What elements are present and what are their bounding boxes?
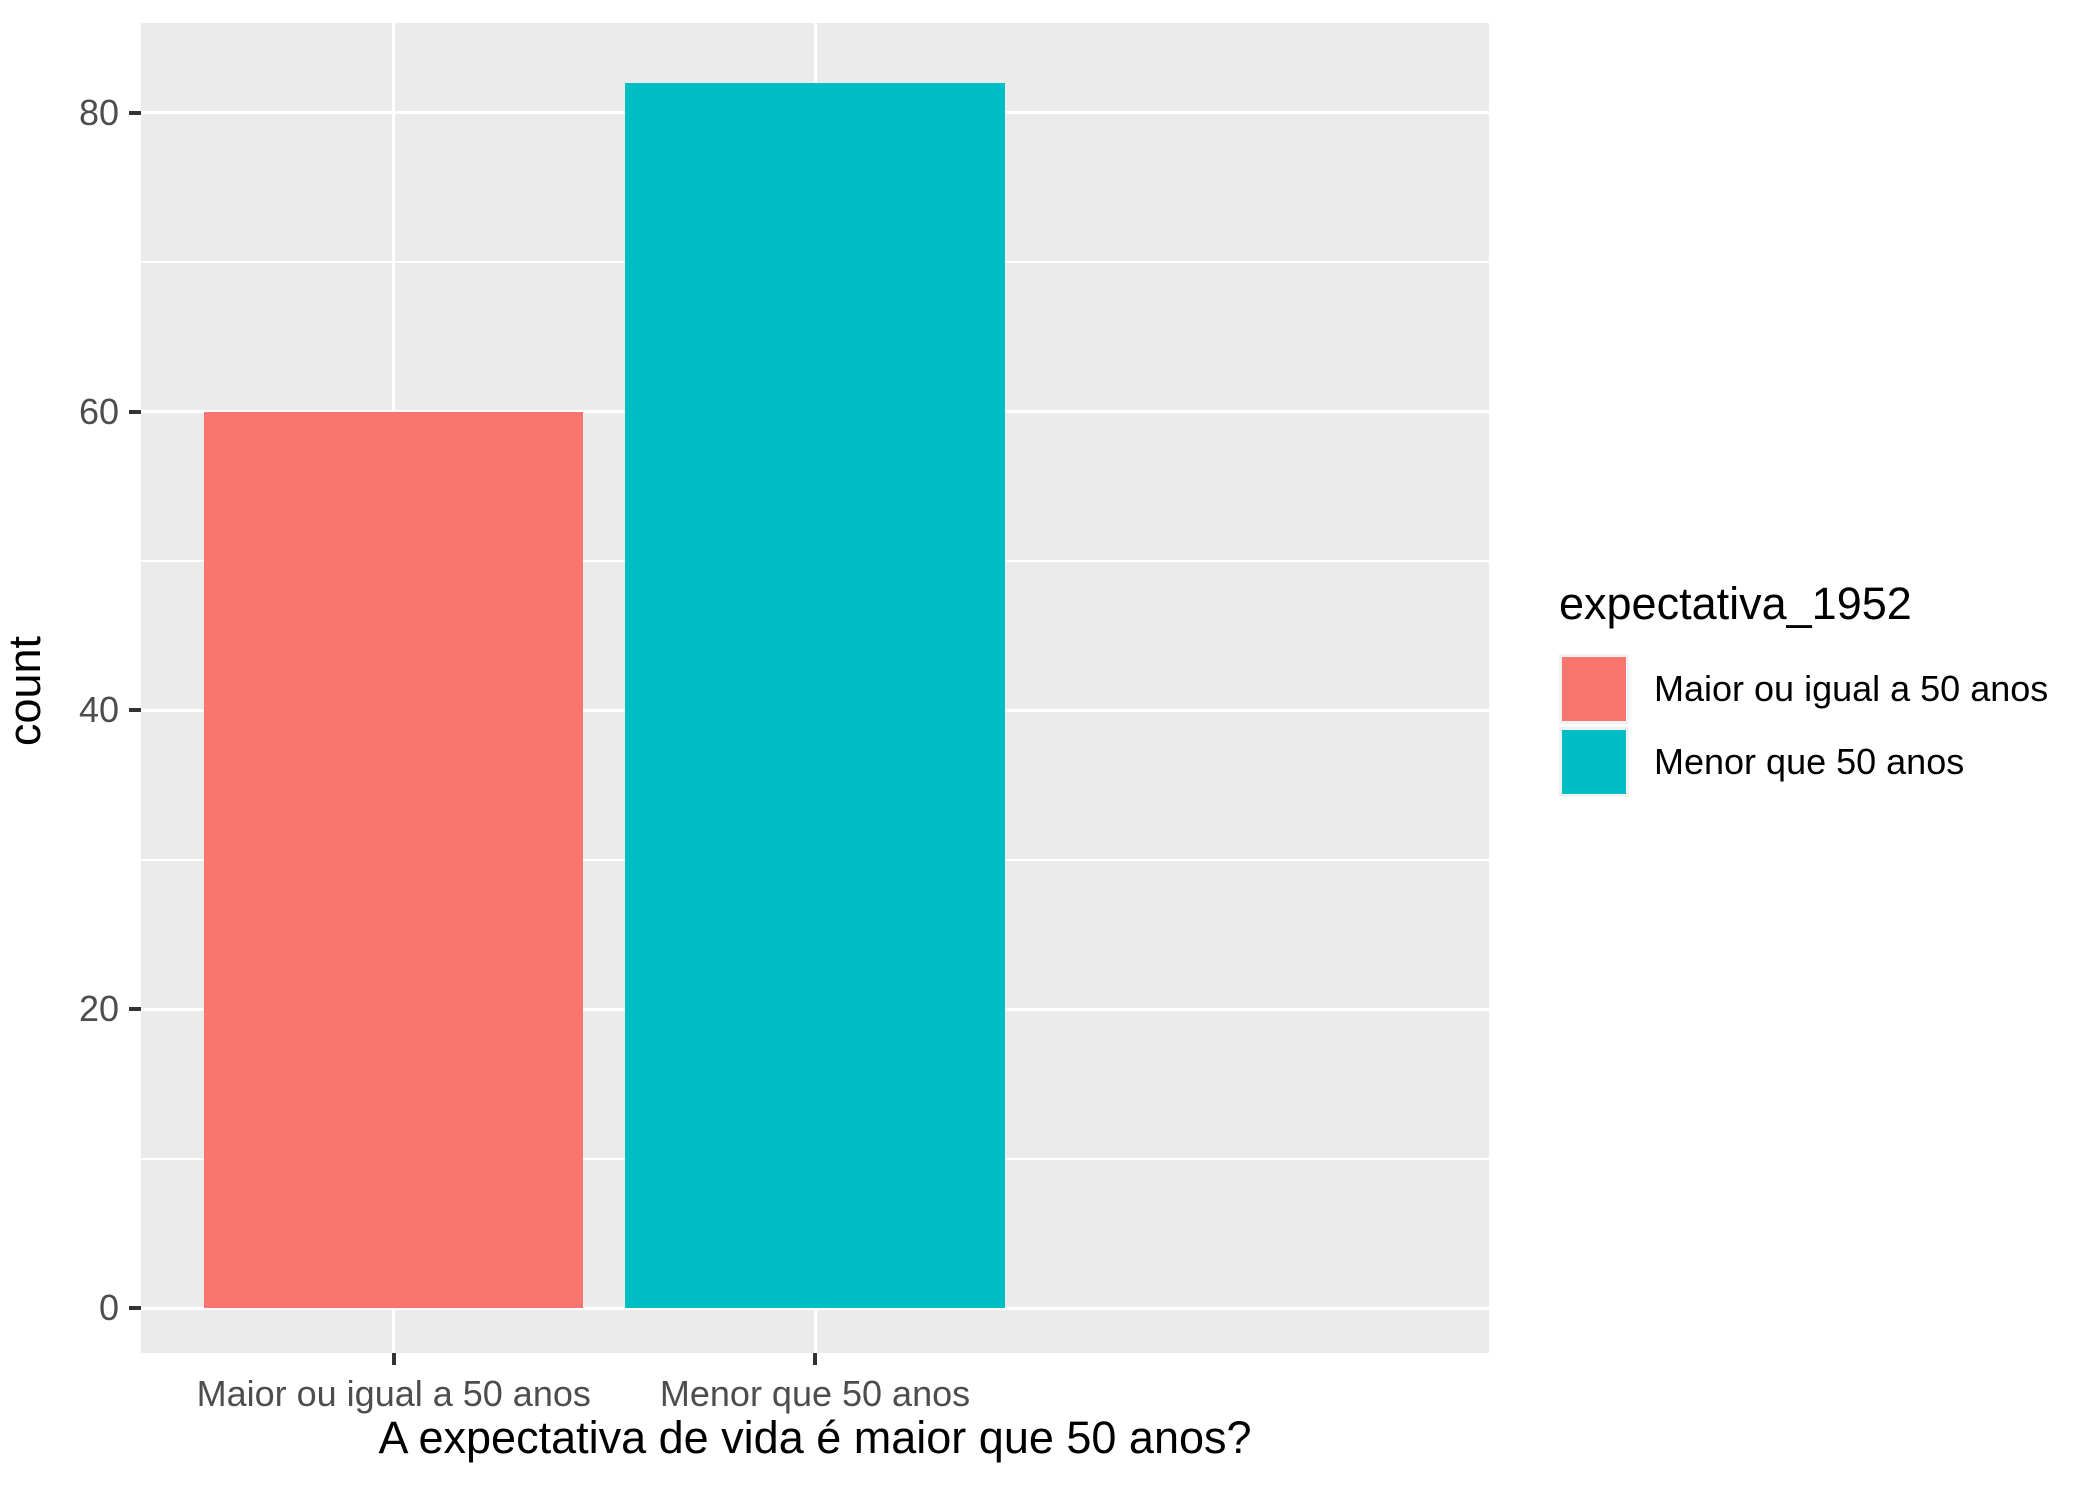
x-tick-mark [391,1353,396,1365]
y-tick-mark [129,1306,141,1311]
legend-key [1559,654,1629,724]
legend-key [1559,727,1629,797]
legend-swatch-red [1562,657,1626,721]
plot-panel [141,23,1489,1353]
bar [625,82,1005,1309]
x-tick-mark [813,1353,817,1365]
y-tick-mark [129,1007,141,1012]
legend-item: Menor que 50 anos [1559,727,2048,797]
y-tick-mark [129,409,141,414]
x-axis-title: A expectativa de vida é maior que 50 ano… [378,1412,1252,1463]
y-tick-mark [129,708,141,713]
legend-title: expectativa_1952 [1559,578,1912,629]
y-tick-mark [129,110,141,115]
x-tick-label: Menor que 50 anos [659,1373,971,1414]
legend-item-label: Maior ou igual a 50 anos [1654,668,2049,709]
legend-item-label: Menor que 50 anos [1654,741,1965,782]
y-tick-label: 60 [78,390,119,432]
y-tick-label: 20 [78,988,119,1030]
y-tick-label: 80 [78,91,119,133]
y-tick-label: 40 [78,689,119,731]
legend-swatch-teal [1562,730,1626,794]
x-tick-label: Maior ou igual a 50 anos [196,1373,591,1414]
legend-item: Maior ou igual a 50 anos [1559,654,2048,724]
bar [204,411,584,1309]
y-tick-label: 0 [98,1287,119,1329]
legend: expectativa_1952 Maior ou igual a 50 ano… [1559,578,2048,800]
